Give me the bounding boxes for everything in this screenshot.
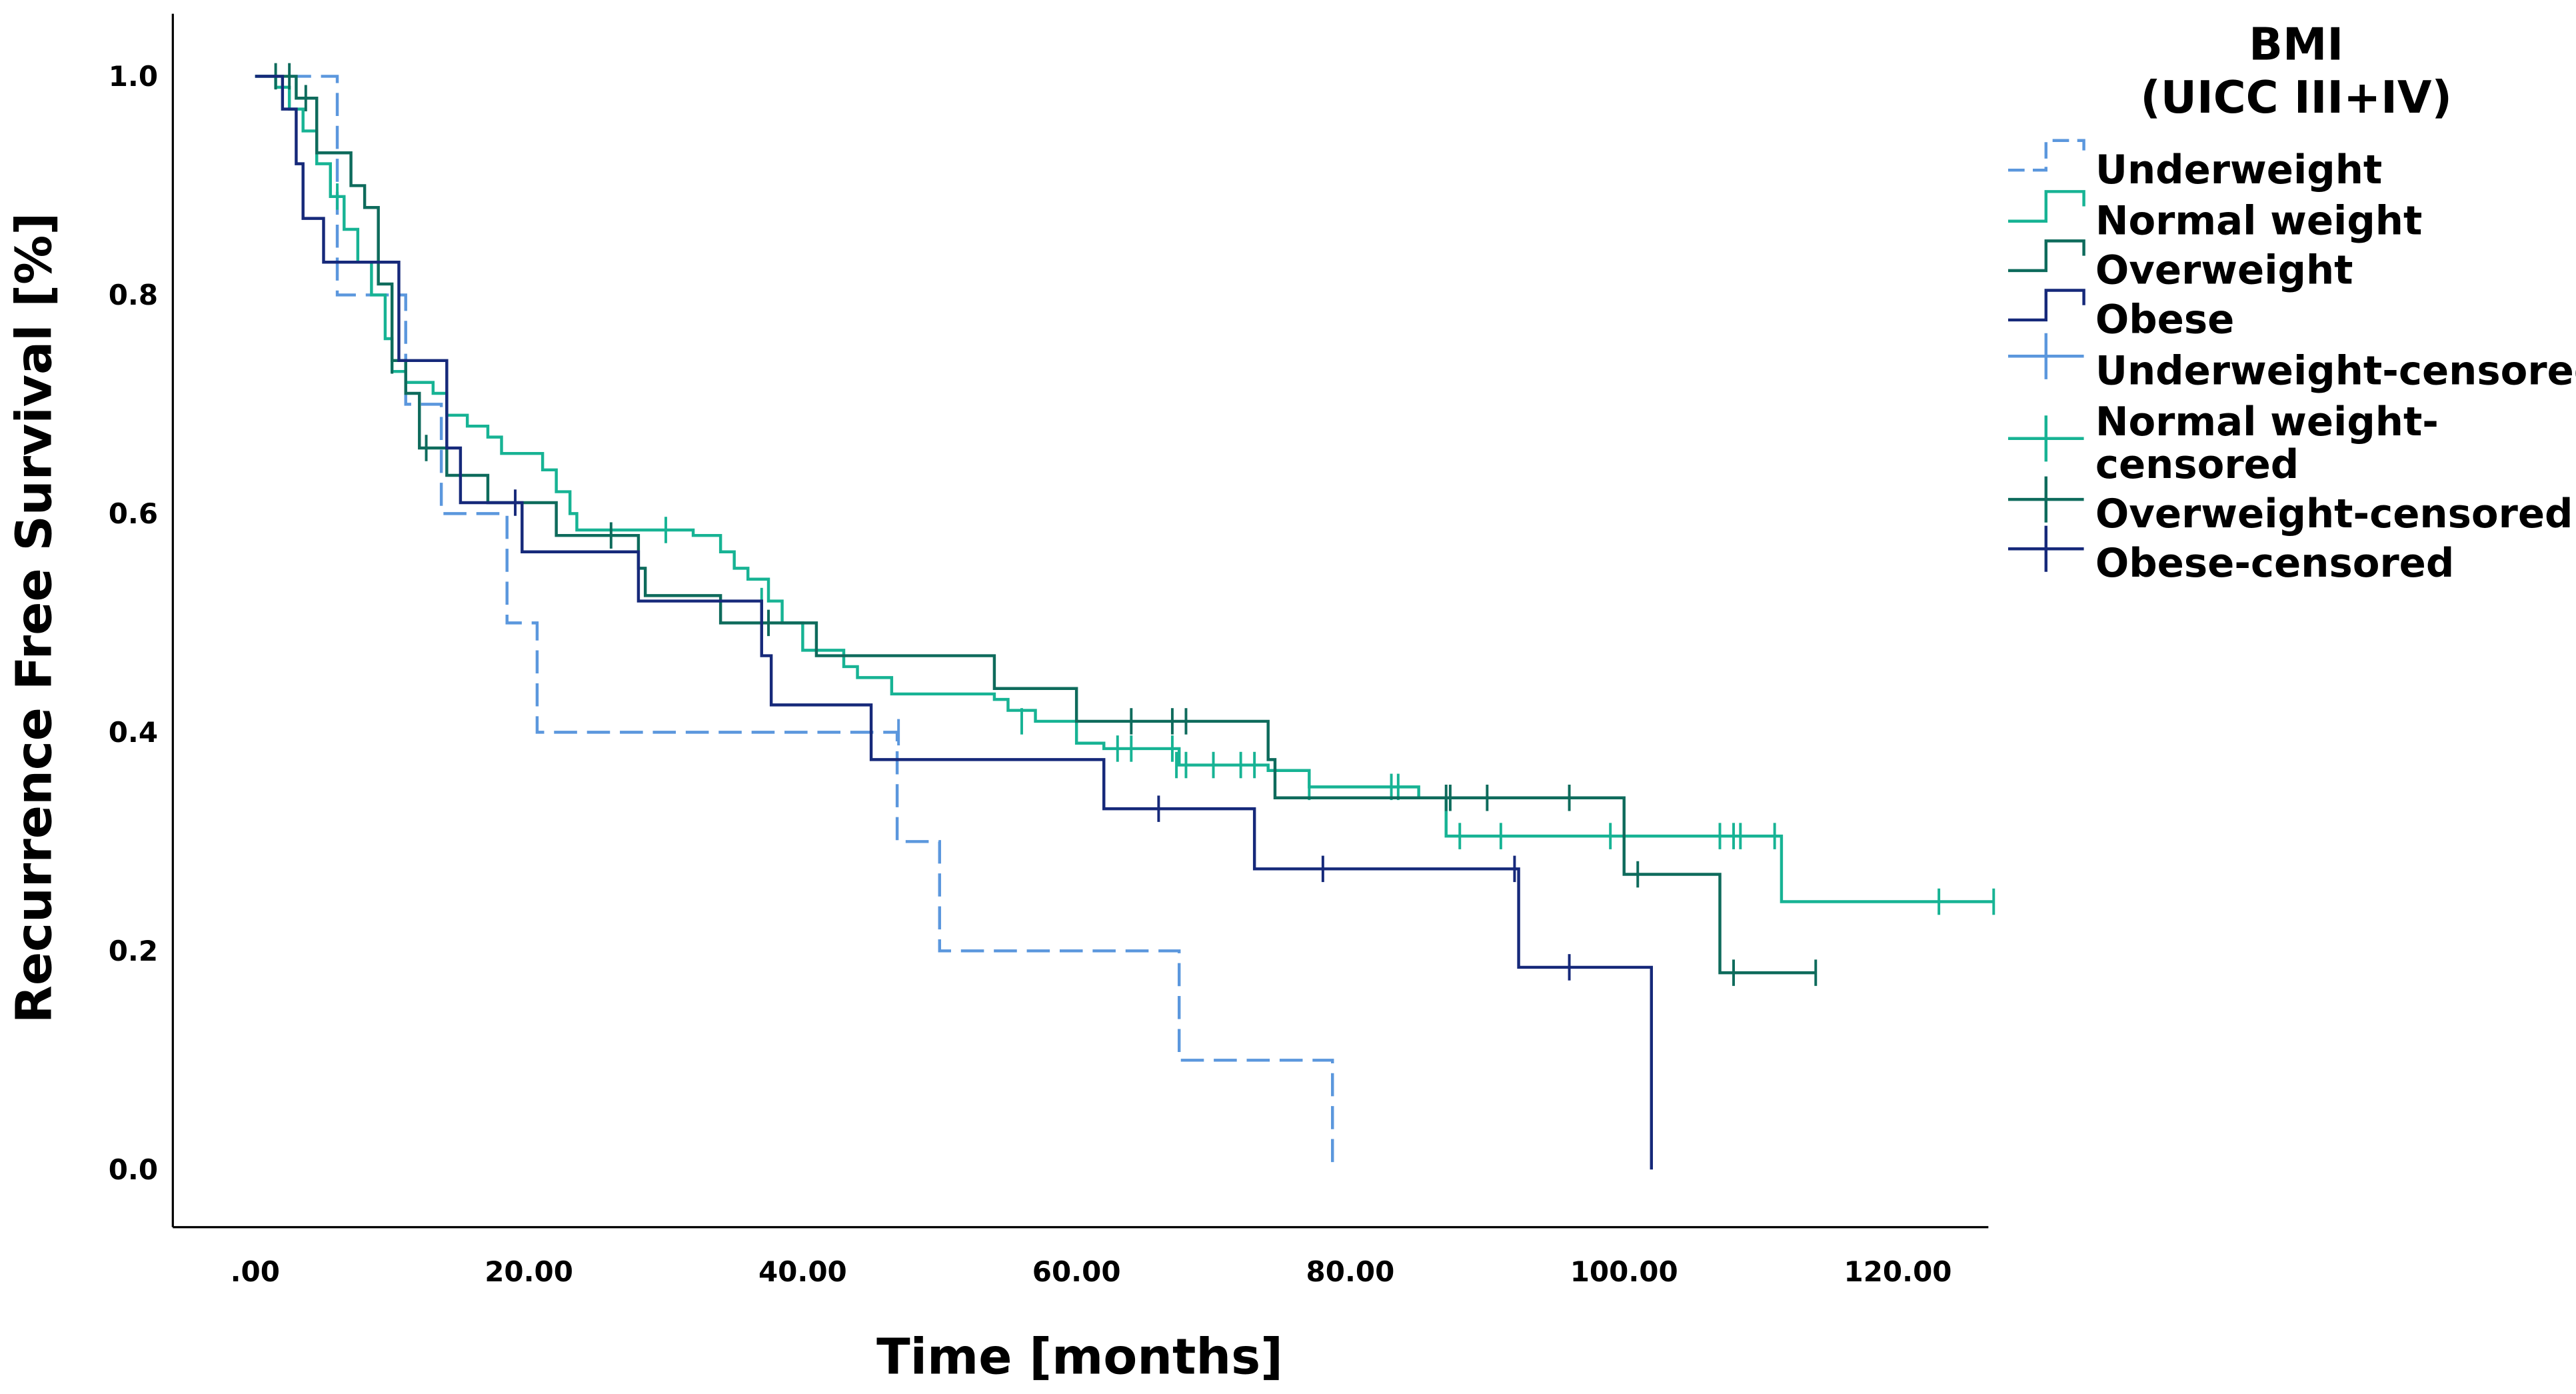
x-tick-label: 20.00 — [485, 1255, 573, 1288]
series-line-obese — [255, 75, 1654, 1170]
x-tick-labels: .00 20.00 40.00 60.00 80.00 100.00 120.00 — [231, 1255, 1952, 1288]
y-tick-label: 0.6 — [109, 497, 158, 530]
legend: Underweight Normal weightOverweightObeseU… — [2007, 139, 2576, 586]
legend-entry: censored — [2095, 441, 2299, 487]
legend-entry: Overweight-censored — [2095, 491, 2573, 537]
legend-symbol-line — [2007, 239, 2085, 273]
legend-entry: Normal weight — [2095, 198, 2422, 244]
legend-entry: Overweight — [2095, 247, 2353, 293]
y-tick-label: 1.0 — [109, 60, 158, 93]
x-tick-label: 120.00 — [1844, 1255, 1952, 1288]
legend-title-line1: BMI — [2249, 19, 2343, 71]
x-tick-label: 80.00 — [1306, 1255, 1395, 1288]
series-line-normal-weight — [255, 75, 1994, 903]
legend-symbol-line — [2007, 289, 2085, 322]
legend-entry: Underweight-censored — [2095, 347, 2576, 393]
legend-entry: Underweight — [2095, 147, 2382, 193]
y-tick-label: 0.2 — [109, 935, 158, 967]
y-axis-label: Recurrence Free Survival [%] — [6, 213, 63, 1023]
y-tick-label: 0.4 — [109, 716, 158, 749]
legend-entry: Normal weight- — [2095, 399, 2439, 445]
legend-symbol-line — [2007, 190, 2085, 223]
y-tick-label: 0.8 — [109, 279, 158, 311]
series-line-underweight — [255, 75, 1334, 1170]
x-tick-label: 100.00 — [1570, 1255, 1678, 1288]
y-tick-labels: 0.0 0.2 0.4 0.6 0.8 1.0 — [109, 60, 158, 1186]
x-tick-label: .00 — [231, 1255, 280, 1288]
x-tick-label: 60.00 — [1032, 1255, 1121, 1288]
plot-area — [255, 63, 1995, 1170]
series-line-overweight — [255, 75, 1816, 975]
x-axis-label: Time [months] — [876, 1329, 1283, 1386]
legend-symbol-line — [2007, 139, 2085, 172]
legend-title-line2: (UICC III+IV) — [2140, 71, 2452, 123]
legend-entry: Obese — [2095, 297, 2234, 343]
legend-entry: Obese-censored — [2095, 540, 2454, 586]
x-tick-label: 40.00 — [758, 1255, 847, 1288]
y-tick-label: 0.0 — [109, 1153, 158, 1186]
